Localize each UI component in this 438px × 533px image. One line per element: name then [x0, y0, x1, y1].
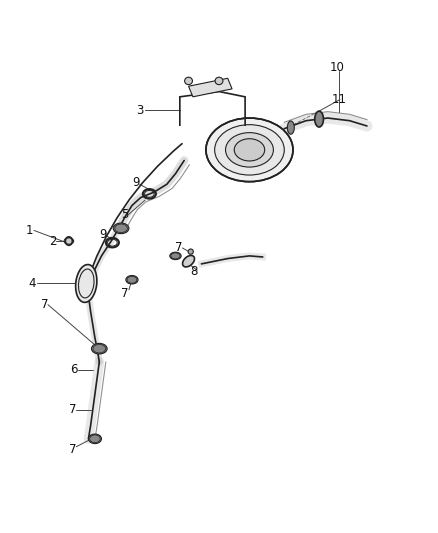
Ellipse shape [206, 118, 293, 182]
Ellipse shape [234, 139, 265, 161]
Ellipse shape [113, 223, 129, 233]
Text: 7: 7 [121, 287, 129, 300]
Text: 7: 7 [176, 241, 183, 254]
Ellipse shape [215, 77, 223, 85]
Text: 11: 11 [331, 93, 346, 106]
Ellipse shape [76, 264, 97, 302]
Text: 8: 8 [191, 265, 198, 278]
Ellipse shape [215, 125, 284, 175]
Ellipse shape [188, 249, 193, 254]
Ellipse shape [126, 276, 138, 284]
FancyArrowPatch shape [85, 144, 182, 288]
Ellipse shape [65, 237, 72, 245]
Text: 9: 9 [99, 228, 107, 241]
Ellipse shape [315, 111, 323, 127]
Text: 10: 10 [330, 61, 345, 74]
Text: 6: 6 [70, 364, 78, 376]
Ellipse shape [92, 343, 107, 354]
Text: 9: 9 [132, 176, 139, 189]
Text: 1: 1 [25, 224, 33, 237]
Ellipse shape [170, 252, 181, 260]
Text: 3: 3 [136, 103, 144, 117]
Ellipse shape [88, 434, 102, 443]
Ellipse shape [185, 77, 192, 85]
Text: 2: 2 [49, 235, 57, 247]
Text: 7: 7 [69, 403, 76, 416]
Text: 7: 7 [69, 443, 76, 456]
Text: 5: 5 [121, 208, 128, 221]
Text: 4: 4 [28, 277, 36, 290]
Text: 7: 7 [41, 298, 48, 311]
Ellipse shape [287, 121, 294, 134]
Ellipse shape [226, 133, 273, 167]
Ellipse shape [183, 255, 194, 267]
Polygon shape [188, 78, 232, 97]
